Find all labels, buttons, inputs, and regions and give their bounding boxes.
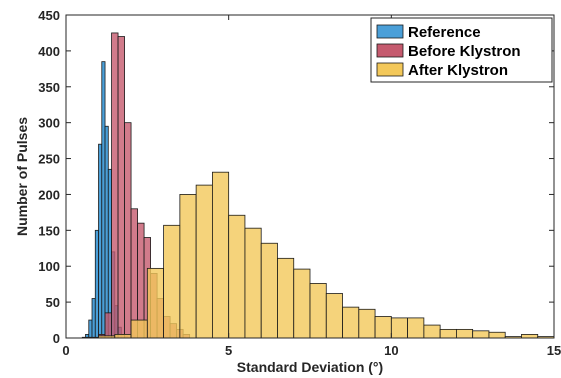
histogram-bar xyxy=(88,319,93,339)
x-tick-label: 15 xyxy=(547,343,561,358)
histogram-bar xyxy=(374,316,392,339)
histogram-bar xyxy=(130,208,138,339)
y-axis-label: Number of Pulses xyxy=(14,117,30,236)
y-tick-label: 200 xyxy=(38,187,60,202)
histogram-bar xyxy=(407,317,425,339)
y-tick-label: 0 xyxy=(53,331,60,346)
legend-label: Reference xyxy=(408,24,481,41)
histogram-bar xyxy=(163,224,181,339)
histogram-bar xyxy=(244,227,262,339)
histogram-bar xyxy=(111,32,119,339)
y-tick-label: 100 xyxy=(38,259,60,274)
series-after-klystron xyxy=(81,171,555,339)
histogram-bar xyxy=(358,308,376,339)
histogram-bar xyxy=(293,268,311,339)
y-tick-label: 400 xyxy=(38,44,60,59)
y-tick-label: 50 xyxy=(46,295,60,310)
x-axis-label: Standard Deviation (°) xyxy=(237,359,383,375)
histogram-bar xyxy=(114,334,132,339)
histogram-bar xyxy=(130,319,148,339)
histogram-bar xyxy=(423,324,441,339)
histogram-bar xyxy=(124,122,132,339)
histogram-bar xyxy=(439,328,457,339)
histogram-bar xyxy=(91,298,96,339)
axes xyxy=(65,14,555,339)
histogram-bar xyxy=(117,36,125,339)
histogram-bar xyxy=(325,293,343,339)
histogram-bar xyxy=(101,61,106,339)
legend-swatch xyxy=(376,24,404,39)
legend-swatch xyxy=(376,62,404,77)
histogram-bar xyxy=(390,317,409,339)
histogram-bar xyxy=(309,283,327,339)
x-tick-label: 10 xyxy=(384,343,398,358)
histogram-bar xyxy=(179,194,197,339)
y-tick-label: 300 xyxy=(38,116,60,131)
histogram-bar xyxy=(94,229,99,339)
histogram-bar xyxy=(104,312,112,339)
legend-swatch xyxy=(376,43,404,58)
histogram-bar xyxy=(211,171,230,339)
histogram-bar xyxy=(488,331,506,339)
y-tick-label: 450 xyxy=(38,8,60,23)
histogram-bar xyxy=(260,242,278,339)
histogram-bar xyxy=(277,257,295,339)
y-tick-label: 150 xyxy=(38,223,60,238)
y-tick-label: 250 xyxy=(38,152,60,167)
histogram-bar xyxy=(228,214,246,339)
plot-frame xyxy=(65,14,555,339)
histogram-bar xyxy=(104,125,109,339)
histogram-bar xyxy=(98,143,103,339)
histogram-bar xyxy=(455,328,474,339)
histogram-bar xyxy=(472,330,490,339)
legend-label: Before Klystron xyxy=(408,43,521,60)
x-tick-label: 5 xyxy=(225,343,232,358)
histogram-bar xyxy=(342,306,360,339)
legend-label: After Klystron xyxy=(408,62,508,79)
histogram-bars xyxy=(81,32,555,339)
y-tick-label: 350 xyxy=(38,80,60,95)
legend: Reference Before Klystron After Klystron xyxy=(370,17,553,83)
histogram-bar xyxy=(521,334,539,339)
histogram-bar xyxy=(146,267,164,339)
x-tick-label: 0 xyxy=(62,343,69,358)
histogram-bar xyxy=(195,184,213,339)
